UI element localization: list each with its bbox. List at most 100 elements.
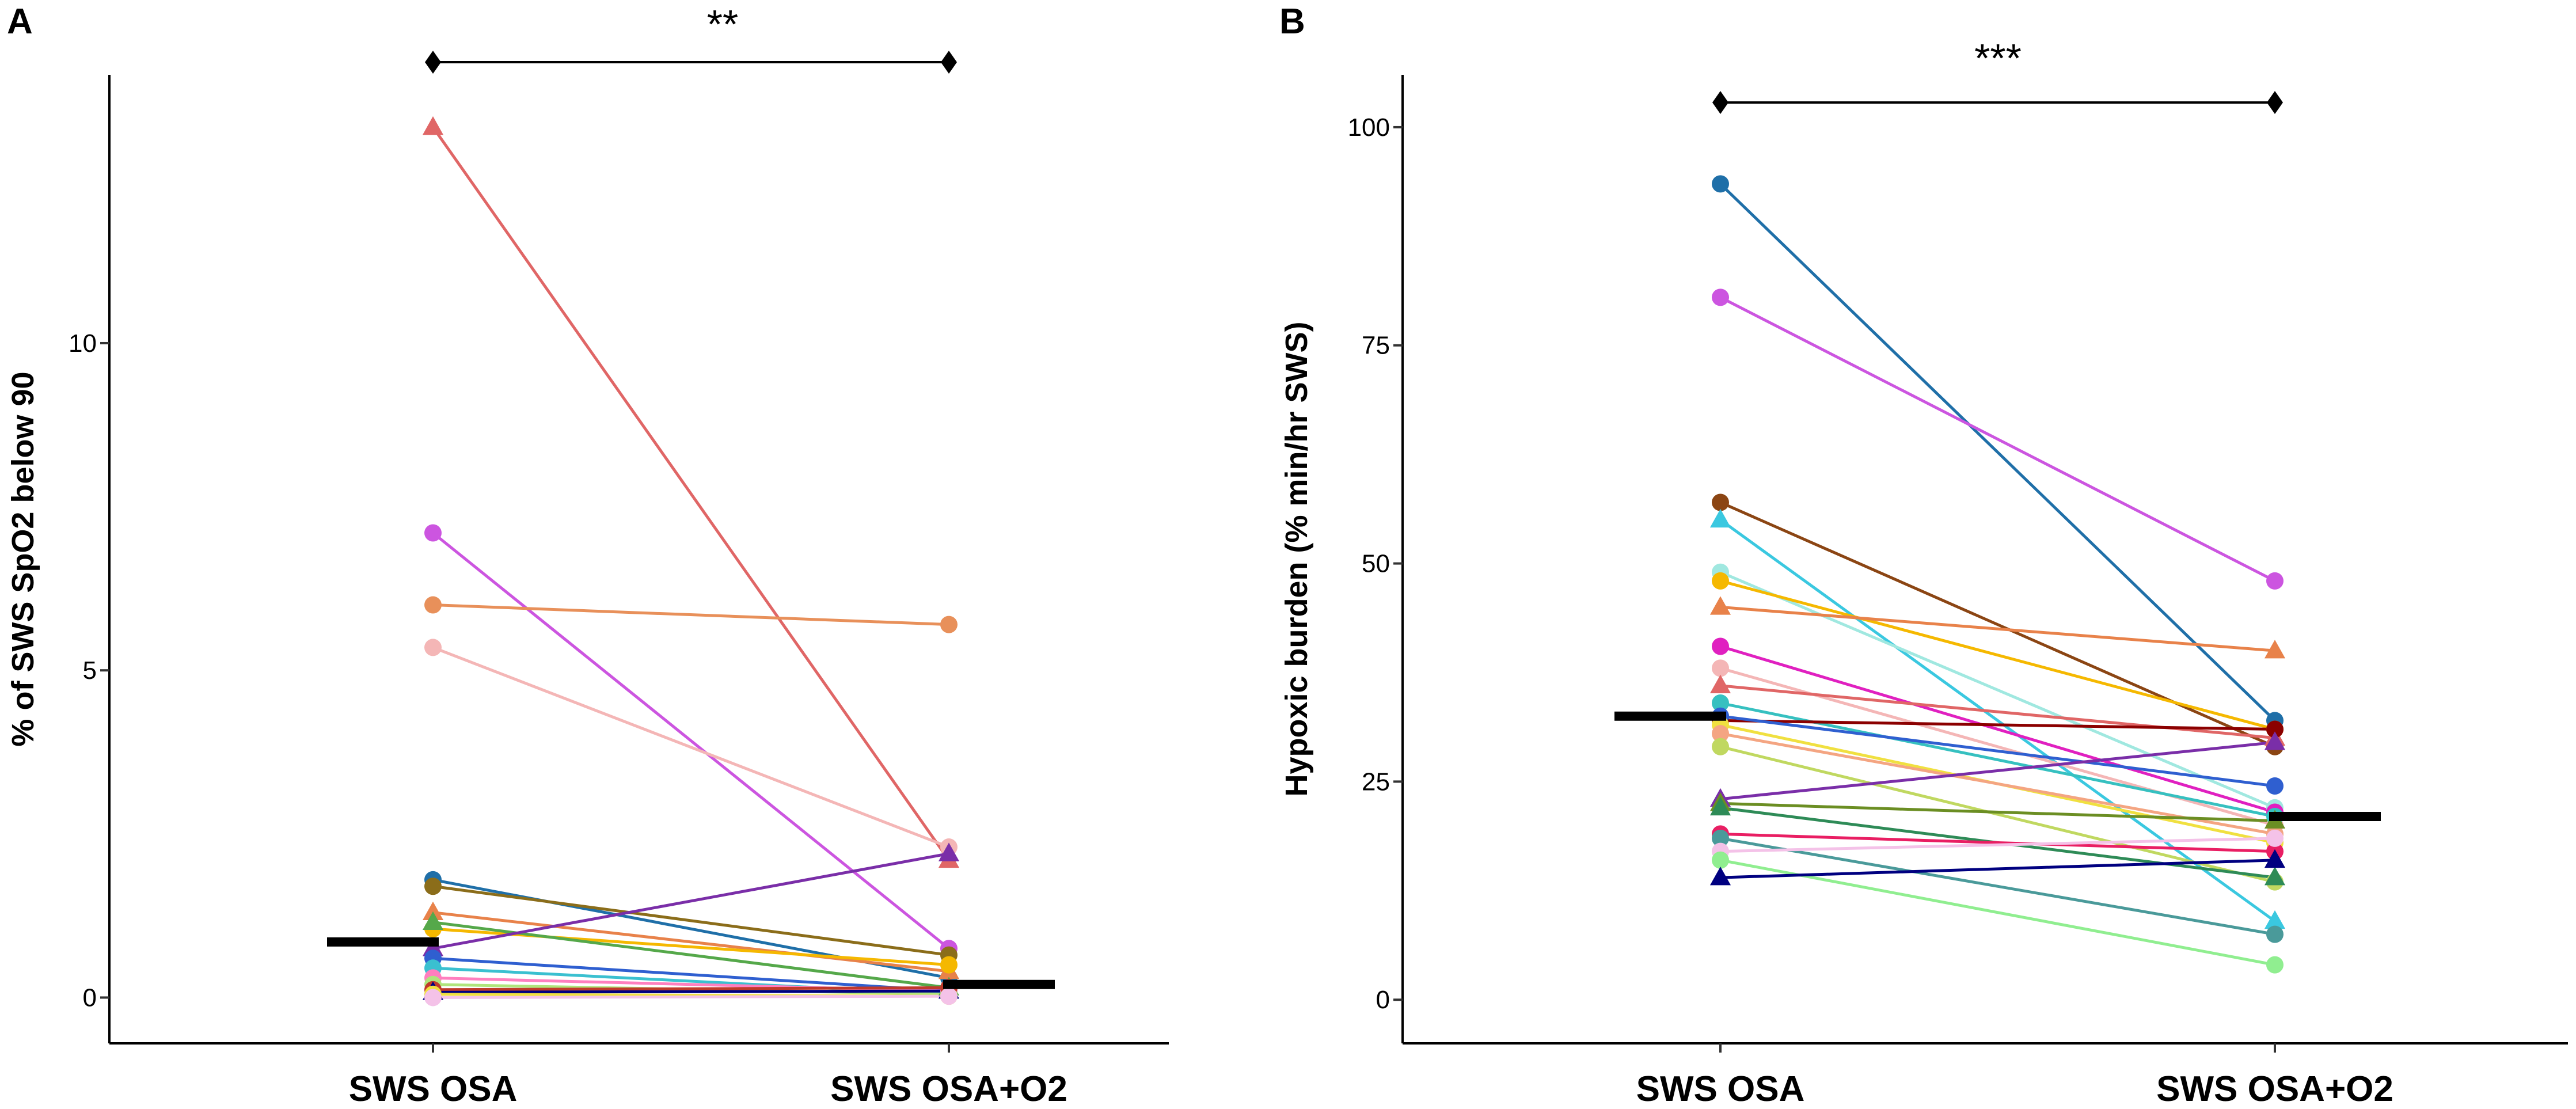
panel-b-series-5-line (1720, 579, 2275, 731)
panel-a-series-0-line (431, 126, 951, 861)
panel-a-series-5-line (432, 884, 949, 957)
panel-b-medians (1614, 711, 2381, 822)
panel-a-significance: ** (707, 2, 738, 47)
panel-b-series-6-point-1 (2264, 640, 2286, 659)
panel-b-series-11-point-1 (2266, 720, 2284, 738)
panel-a-category-label-0: SWS OSA (349, 1069, 518, 1109)
panel-a-significance-diamond-right (941, 51, 957, 74)
panel-a-series-9-point-1 (938, 842, 960, 861)
panel-b-y-tick-label-1: 25 (1362, 768, 1390, 796)
panel-a-y-tick-label-1: 5 (83, 656, 97, 685)
panel-a-series-0-point-0 (422, 116, 444, 135)
panel-b-series-3-point-1 (2264, 910, 2286, 929)
panel-a-series-15-line (432, 989, 949, 994)
panel-b-series-2-point-0 (1712, 493, 1729, 511)
panel-b-y-tick-label-0: 0 (1376, 986, 1390, 1014)
panel-a-series-17-point-1 (940, 988, 958, 1005)
panel-b-y-tick-label-4: 100 (1348, 113, 1390, 142)
panel-b-series-1-point-0 (1712, 288, 1729, 306)
panel-b-series-12-line (1720, 715, 2275, 788)
panel-b-series-7-line (1720, 645, 2275, 814)
panel-a-series-17-point-0 (424, 989, 442, 1007)
panel-b-series-1-line (1719, 296, 2276, 583)
panel-b-series-17-line (1720, 802, 2275, 823)
panel-a-series-14-line (432, 986, 949, 992)
panel-b-category-label-0: SWS OSA (1636, 1069, 1805, 1109)
panel-a: A % of SWS SpO2 below 90 ** 0 5 10 SWS OSA… (6, 2, 1169, 1109)
panel-a-series-3-point-0 (424, 639, 442, 656)
panel-a-series-2-line (432, 603, 949, 626)
panel-a-series-1-line (432, 531, 950, 950)
panel-a-series-lines (431, 126, 951, 999)
panel-b-series-6-point-0 (1709, 596, 1731, 615)
panel-b-series-20-point-0 (1712, 829, 1729, 847)
panel-b-series-21-line (1720, 837, 2275, 853)
panel-a-series-markers (422, 116, 960, 1007)
panel-a-series-6-line (432, 911, 949, 973)
panel-a-series-1-point-0 (424, 524, 442, 542)
panel-b-series-11-line (1720, 719, 2275, 731)
panel-b-series-1-point-1 (2266, 572, 2284, 590)
panel-b-series-3-line (1719, 518, 2276, 922)
panel-b-y-ticks: 0 25 50 75 100 (1348, 113, 1403, 1014)
panel-a-series-7-point-1 (940, 956, 958, 974)
panel-b-series-markers (1709, 175, 2286, 974)
panel-a-series-8-line (432, 921, 949, 989)
panel-b-series-20-point-1 (2266, 925, 2284, 943)
panel-b-series-15-line (1720, 745, 2275, 884)
panel-a-category-labels: SWS OSA SWS OSA+O2 (349, 1043, 1067, 1109)
panel-a-series-7-line (432, 927, 949, 967)
panel-a-category-label-1: SWS OSA+O2 (830, 1069, 1067, 1109)
panel-b-series-16-line (1720, 740, 2275, 801)
panel-b-series-12-point-1 (2266, 777, 2284, 795)
panel-a-y-tick-label-0: 0 (83, 983, 97, 1012)
panel-b-series-22-line (1720, 859, 2275, 967)
panel-b-series-9-point-0 (1709, 674, 1731, 694)
panel-a-series-9-line (432, 852, 949, 950)
panel-b-letter: B (1279, 2, 1305, 41)
panel-a-series-10-line (432, 956, 949, 993)
panel-a-medians (327, 937, 1055, 989)
panel-a-series-17-line (432, 994, 949, 999)
panel-a-series-5-point-0 (424, 878, 442, 895)
panel-b-series-0-line (1719, 183, 2276, 722)
panel-b-series-15-point-0 (1712, 738, 1729, 755)
panel-a-significance-diamond-left (425, 51, 441, 74)
panel-b-series-22-point-1 (2266, 956, 2284, 974)
panel-a-y-ticks: 0 5 10 (69, 329, 109, 1012)
panel-b-significance-diamond-left (1712, 91, 1728, 114)
panel-b-series-3-point-0 (1709, 508, 1731, 528)
panel-b-series-18-point-1 (2264, 867, 2286, 886)
panel-a-series-6-point-0 (422, 901, 444, 921)
panel-a-series-2-point-0 (424, 596, 442, 614)
panel-b-series-7-point-0 (1712, 637, 1729, 655)
panel-b-series-10-point-0 (1712, 694, 1729, 712)
panel-b-series-23-point-1 (2264, 849, 2286, 868)
panel-b-series-14-point-0 (1712, 725, 1729, 743)
panel-b-series-5-point-0 (1712, 572, 1729, 590)
panel-b-series-22-point-0 (1712, 851, 1729, 869)
panel-b-series-20-line (1720, 837, 2275, 936)
panel-b-y-tick-label-2: 50 (1362, 550, 1390, 578)
panel-b-series-19-line (1720, 832, 2275, 853)
panel-b-y-title: Hypoxic burden (% min/hr SWS) (1279, 321, 1314, 796)
panel-b-category-labels: SWS OSA SWS OSA+O2 (1636, 1043, 2393, 1109)
panel-a-letter: A (7, 2, 33, 41)
panel-b: B Hypoxic burden (% min/hr SWS) *** 0 25 5… (1279, 2, 2568, 1109)
panel-b-series-lines (1719, 183, 2276, 967)
panel-b-series-23-point-0 (1709, 867, 1731, 886)
panel-a-series-2-point-1 (940, 616, 958, 633)
panel-b-series-18-point-0 (1709, 796, 1731, 816)
panel-b-series-6-line (1720, 605, 2275, 652)
panel-b-category-label-1: SWS OSA+O2 (2156, 1069, 2393, 1109)
panel-b-y-tick-label-3: 75 (1362, 332, 1390, 360)
panel-b-significance: *** (1974, 36, 2022, 81)
panel-a-series-8-point-0 (422, 911, 444, 931)
panel-a-y-tick-label-2: 10 (69, 329, 97, 358)
panel-b-series-21-point-1 (2266, 829, 2284, 847)
panel-b-significance-diamond-right (2267, 91, 2283, 114)
panel-a-y-title: % of SWS SpO2 below 90 (6, 371, 40, 746)
panel-b-series-4-line (1720, 571, 2275, 810)
panel-b-series-0-point-0 (1712, 175, 1729, 193)
panel-a-series-3-line (432, 646, 949, 849)
